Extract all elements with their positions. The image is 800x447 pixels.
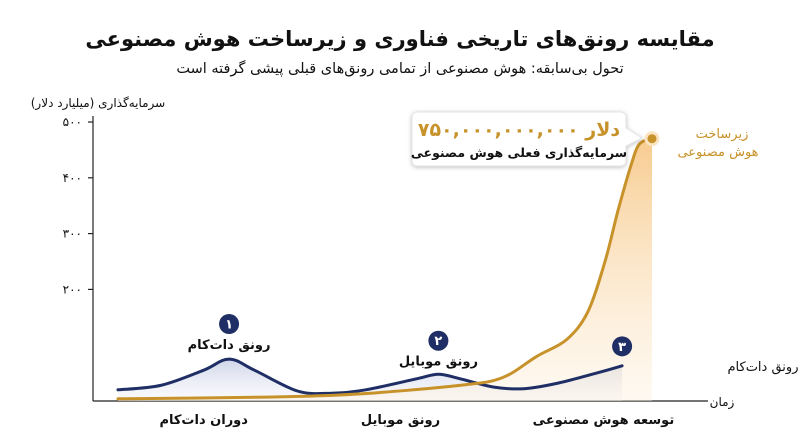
boom-badge-circle bbox=[612, 336, 633, 357]
boom-badges: ۱ رونق دات‌کام ۲ رونق موبایل ۳ bbox=[188, 313, 633, 370]
callout-caption: سرمایه‌گذاری فعلی هوش مصنوعی bbox=[411, 145, 627, 160]
callout-value: ۷۵۰,۰۰۰,۰۰۰,۰۰۰ دلار bbox=[418, 119, 621, 141]
y-axis-label: سرمایه‌گذاری (میلیارد دلار) bbox=[31, 96, 165, 111]
boom-badge-circle bbox=[219, 313, 240, 334]
x-category-label: دوران دات‌کام bbox=[159, 413, 248, 428]
gold-end-label-line2: هوش مصنوعی bbox=[677, 145, 758, 160]
x-category-labels: دوران دات‌کام رونق موبایل توسعه هوش مصنوعی bbox=[159, 413, 674, 428]
boom-badge-label: رونق دات‌کام bbox=[188, 338, 271, 353]
x-category-label: رونق موبایل bbox=[361, 413, 440, 428]
ai-peak-marker bbox=[644, 131, 660, 147]
x-axis-label: زمان bbox=[710, 395, 735, 410]
y-tick-label: ۴۰۰ bbox=[63, 171, 82, 185]
boom-badge-number: ۳ bbox=[618, 340, 626, 355]
chart-subtitle: تحول بی‌سابقه: هوش مصنوعی از تمامی رونق‌… bbox=[176, 60, 623, 77]
gold-end-label-line1: زیرساخت bbox=[696, 127, 749, 142]
callout-box bbox=[411, 111, 644, 167]
boom-badge-number: ۲ bbox=[434, 334, 442, 349]
boom-badge-number: ۱ bbox=[225, 317, 233, 332]
boom-badge-label: رونق موبایل bbox=[399, 355, 478, 370]
series-lines bbox=[116, 137, 654, 401]
callout bbox=[411, 111, 644, 167]
x-category-label: توسعه هوش مصنوعی bbox=[533, 413, 675, 428]
y-tick-label: ۳۰۰ bbox=[63, 227, 82, 241]
y-tick-label: ۲۰۰ bbox=[63, 282, 82, 296]
dotcom-boom-line bbox=[116, 357, 624, 396]
y-tick-label: ۵۰۰ bbox=[63, 115, 82, 129]
series-areas bbox=[118, 138, 652, 401]
y-ticks: ۲۰۰ ۳۰۰ ۴۰۰ ۵۰۰ bbox=[63, 115, 93, 296]
navy-end-label: رونق دات‌کام bbox=[728, 360, 799, 375]
chart-title: مقایسه رونق‌های تاریخی فناوری و زیرساخت … bbox=[85, 27, 714, 51]
ai-infrastructure-area bbox=[118, 138, 652, 401]
series-end-markers bbox=[644, 131, 660, 147]
ai-infrastructure-line bbox=[116, 137, 654, 401]
boom-badge-circle bbox=[428, 330, 449, 351]
